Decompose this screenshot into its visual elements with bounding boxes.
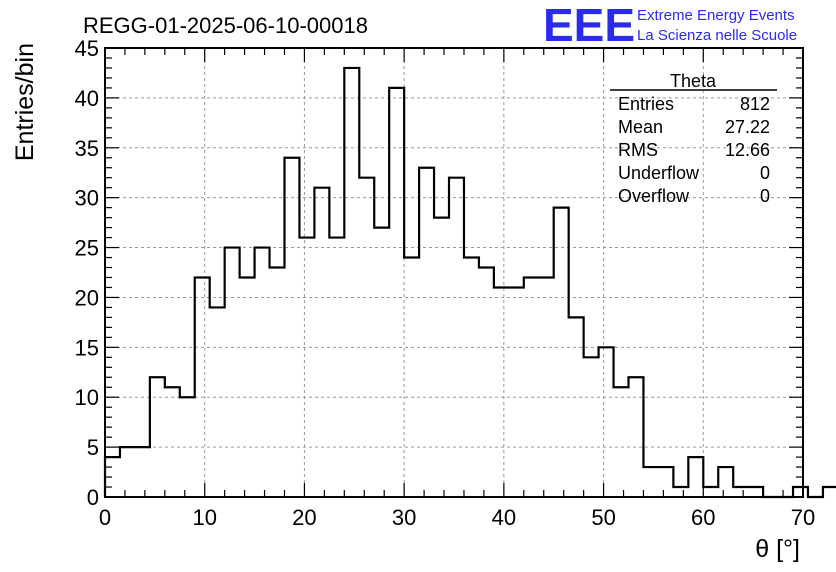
axis-ticks xyxy=(104,47,804,498)
y-tick-label: 10 xyxy=(75,385,99,410)
stats-label: RMS xyxy=(618,140,658,160)
y-tick-label: 30 xyxy=(75,186,99,211)
y-tick-label: 25 xyxy=(75,236,99,261)
x-tick-labels: 0 10 20 30 40 50 60 70 xyxy=(99,505,815,530)
eee-logo: EEE Extreme Energy Events La Scienza nel… xyxy=(543,0,797,51)
stats-value: 27.22 xyxy=(725,117,770,137)
plot-frame xyxy=(104,47,804,498)
stats-value: 812 xyxy=(740,94,770,114)
y-axis-label: Entries/bin xyxy=(11,43,39,161)
histogram-outline xyxy=(103,66,836,499)
grid xyxy=(105,48,803,497)
x-tick-label: 40 xyxy=(492,505,516,530)
chart-title: REGG-01-2025-06-10-00018 xyxy=(83,13,368,38)
stats-label: Underflow xyxy=(618,163,700,183)
x-tick-label: 50 xyxy=(591,505,615,530)
logo-line-1: Extreme Energy Events xyxy=(637,7,795,24)
stats-value: 12.66 xyxy=(725,140,770,160)
y-tick-label: 35 xyxy=(75,136,99,161)
stats-rows: Entries 812 Mean 27.22 RMS 12.66 Underflow 0 Ove… xyxy=(618,94,770,206)
y-tick-label: 5 xyxy=(87,435,99,460)
stats-label: Overflow xyxy=(618,186,690,206)
y-tick-labels: 0 5 10 15 20 25 30 35 40 45 xyxy=(75,36,99,510)
stats-header: Theta xyxy=(670,71,717,91)
x-tick-label: 30 xyxy=(392,505,416,530)
x-tick-label: 10 xyxy=(192,505,216,530)
logo-mark: EEE xyxy=(543,0,635,51)
x-tick-label: 20 xyxy=(292,505,316,530)
x-tick-label: 0 xyxy=(99,505,111,530)
stats-box: Theta Entries 812 Mean 27.22 RMS 12.66 Underfl… xyxy=(610,71,777,206)
stats-label: Entries xyxy=(618,94,674,114)
logo-line-2: La Scienza nelle Scuole xyxy=(637,27,797,44)
x-axis-label: θ [°] xyxy=(755,535,800,563)
y-tick-label: 15 xyxy=(75,335,99,360)
stats-value: 0 xyxy=(760,163,770,183)
stats-value: 0 xyxy=(760,186,770,206)
x-tick-label: 70 xyxy=(791,505,815,530)
x-tick-label: 60 xyxy=(691,505,715,530)
y-tick-label: 40 xyxy=(75,86,99,111)
y-tick-label: 45 xyxy=(75,36,99,61)
stats-label: Mean xyxy=(618,117,663,137)
y-tick-label: 20 xyxy=(75,285,99,310)
y-tick-label: 0 xyxy=(87,485,99,510)
